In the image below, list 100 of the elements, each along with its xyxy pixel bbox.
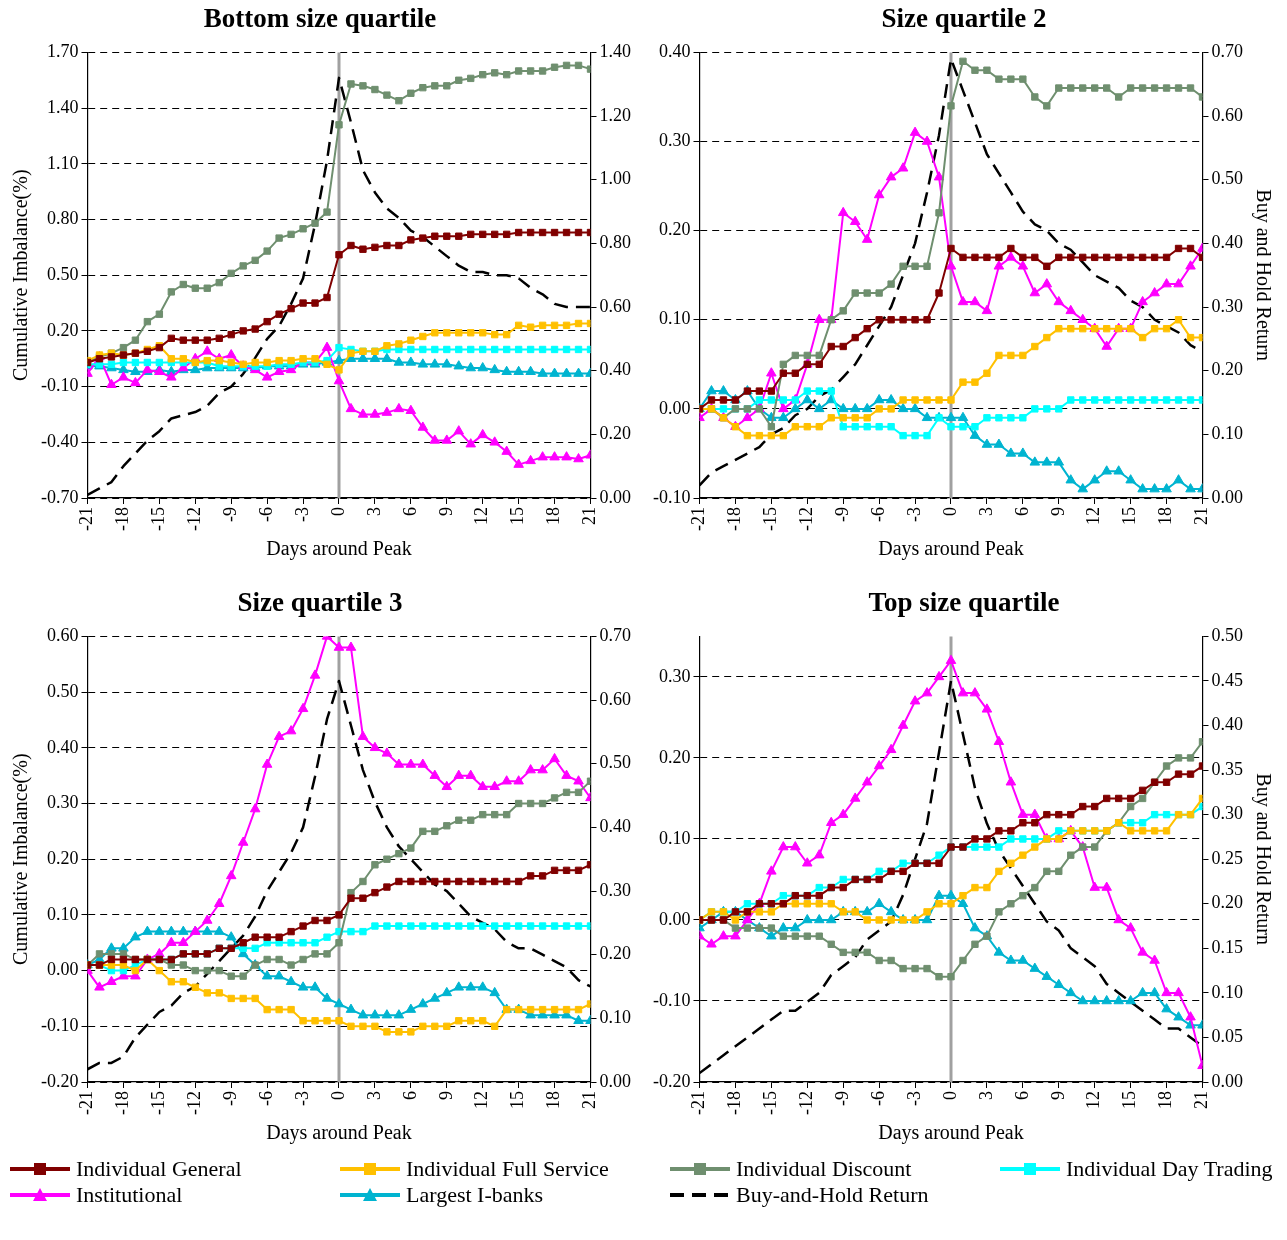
- y-tick-label: 0.30: [46, 792, 79, 813]
- legend-label: Individual General: [76, 1156, 242, 1182]
- y2-tick-label: 0.30: [1211, 803, 1243, 824]
- x-tick-label: -21: [76, 507, 97, 532]
- x-tick-label: 0: [327, 1091, 348, 1101]
- y2-axis-title: Buy and Hold Return: [1251, 773, 1275, 946]
- legend-label: Institutional: [76, 1182, 183, 1208]
- x-axis-title: Days around Peak: [878, 537, 1024, 561]
- x-tick-label: 15: [1119, 1091, 1140, 1110]
- x-tick-label: 0: [327, 507, 348, 517]
- x-tick-label: 6: [1011, 507, 1032, 517]
- legend-label: Largest I-banks: [406, 1182, 544, 1208]
- y-tick-label: 0.40: [658, 41, 691, 62]
- y2-tick-label: 0.00: [1211, 486, 1243, 507]
- y2-tick-label: 0.50: [599, 752, 631, 773]
- x-tick-label: 6: [399, 507, 420, 517]
- y-tick-label: 0.40: [46, 736, 79, 757]
- x-tick-label: 12: [1083, 507, 1104, 526]
- y-tick-label: 0.00: [658, 908, 691, 929]
- y2-tick-label: 0.50: [1211, 625, 1243, 646]
- x-tick-label: -12: [796, 507, 817, 532]
- x-axis-title: Days around Peak: [878, 1121, 1024, 1145]
- x-tick-label: 3: [975, 1091, 996, 1101]
- x-tick-label: -15: [760, 507, 781, 532]
- x-tick-label: -15: [148, 507, 169, 532]
- y2-tick-label: 0.60: [599, 295, 631, 316]
- y-tick-label: 0.10: [658, 308, 691, 329]
- x-tick-label: 9: [1047, 507, 1068, 517]
- y2-tick-label: 0.20: [1211, 359, 1243, 380]
- x-tick-label: -3: [291, 507, 312, 523]
- y2-tick-label: 0.05: [1211, 1026, 1243, 1047]
- x-tick-label: 0: [939, 507, 960, 517]
- x-tick-label: -21: [76, 1091, 97, 1116]
- y2-tick-label: 0.15: [1211, 937, 1243, 958]
- y2-tick-label: 0.00: [1211, 1070, 1243, 1091]
- x-tick-label: 21: [579, 1091, 600, 1110]
- x-tick-label: 12: [1083, 1091, 1104, 1110]
- y2-tick-label: 0.10: [1211, 423, 1243, 444]
- y2-tick-label: 0.60: [599, 688, 631, 709]
- x-tick-label: -21: [688, 507, 709, 532]
- y-tick-label: 0.20: [46, 847, 79, 868]
- y-tick-label: 1.10: [46, 152, 79, 173]
- x-tick-label: -3: [291, 1091, 312, 1107]
- y-tick-label: -0.10: [652, 989, 691, 1010]
- x-tick-label: 6: [1011, 1091, 1032, 1101]
- legend-label: Buy-and-Hold Return: [736, 1182, 929, 1208]
- x-tick-label: 21: [1191, 1091, 1212, 1110]
- x-tick-label: 15: [507, 507, 528, 526]
- x-tick-label: 9: [435, 1091, 456, 1101]
- y2-tick-label: 0.30: [1211, 295, 1243, 316]
- x-tick-label: 3: [363, 507, 384, 517]
- y-tick-label: -0.20: [40, 1070, 79, 1091]
- x-tick-label: -12: [184, 507, 205, 532]
- x-tick-label: -9: [831, 1091, 852, 1107]
- y-tick-label: 0.00: [46, 959, 79, 980]
- x-tick-label: -6: [867, 507, 888, 523]
- x-tick-label: 3: [975, 507, 996, 517]
- chart-title: Size quartile 2: [881, 3, 1047, 34]
- x-tick-label: 0: [939, 1091, 960, 1101]
- x-tick-label: 21: [1191, 507, 1212, 526]
- x-tick-label: -18: [724, 1091, 745, 1116]
- legend-label: Individual Discount: [736, 1156, 912, 1182]
- y2-tick-label: 0.40: [1211, 714, 1243, 735]
- x-tick-label: 12: [471, 1091, 492, 1110]
- x-tick-label: -9: [219, 507, 240, 523]
- y-tick-label: -0.10: [40, 375, 79, 396]
- chart-title: Size quartile 3: [237, 587, 403, 618]
- x-tick-label: -18: [724, 507, 745, 532]
- y-tick-label: 0.20: [658, 746, 691, 767]
- x-tick-label: 3: [363, 1091, 384, 1101]
- y2-tick-label: 0.35: [1211, 758, 1243, 779]
- y-tick-label: 0.10: [46, 903, 79, 924]
- y-tick-label: 0.60: [46, 625, 79, 646]
- x-tick-label: -3: [903, 1091, 924, 1107]
- y-tick-label: 0.10: [658, 827, 691, 848]
- y-tick-label: 0.20: [46, 319, 79, 340]
- y-tick-label: 0.30: [658, 130, 691, 151]
- y2-tick-label: 1.20: [599, 104, 631, 125]
- y-axis-title: Cumulative Imbalance(%): [9, 753, 33, 965]
- y2-tick-label: 0.50: [1211, 168, 1243, 189]
- y2-tick-label: 0.00: [599, 486, 631, 507]
- x-tick-label: 18: [1155, 507, 1176, 526]
- y2-tick-label: 0.20: [599, 943, 631, 964]
- x-tick-label: -3: [903, 507, 924, 523]
- x-tick-label: -6: [255, 1091, 276, 1107]
- x-tick-label: -18: [112, 1091, 133, 1116]
- y2-tick-label: 0.20: [599, 423, 631, 444]
- chart-title: Bottom size quartile: [203, 3, 437, 34]
- x-tick-label: -6: [867, 1091, 888, 1107]
- y-tick-label: 0.50: [46, 263, 79, 284]
- y2-tick-label: 0.00: [599, 1070, 631, 1091]
- y-tick-label: 0.20: [658, 219, 691, 240]
- x-tick-label: 9: [435, 507, 456, 517]
- y-tick-label: 1.40: [46, 96, 79, 117]
- y2-tick-label: 0.40: [599, 359, 631, 380]
- x-tick-label: -12: [184, 1091, 205, 1116]
- y2-tick-label: 0.40: [1211, 232, 1243, 253]
- x-axis-title: Days around Peak: [266, 1121, 412, 1145]
- x-tick-label: -9: [831, 507, 852, 523]
- x-tick-label: 15: [507, 1091, 528, 1110]
